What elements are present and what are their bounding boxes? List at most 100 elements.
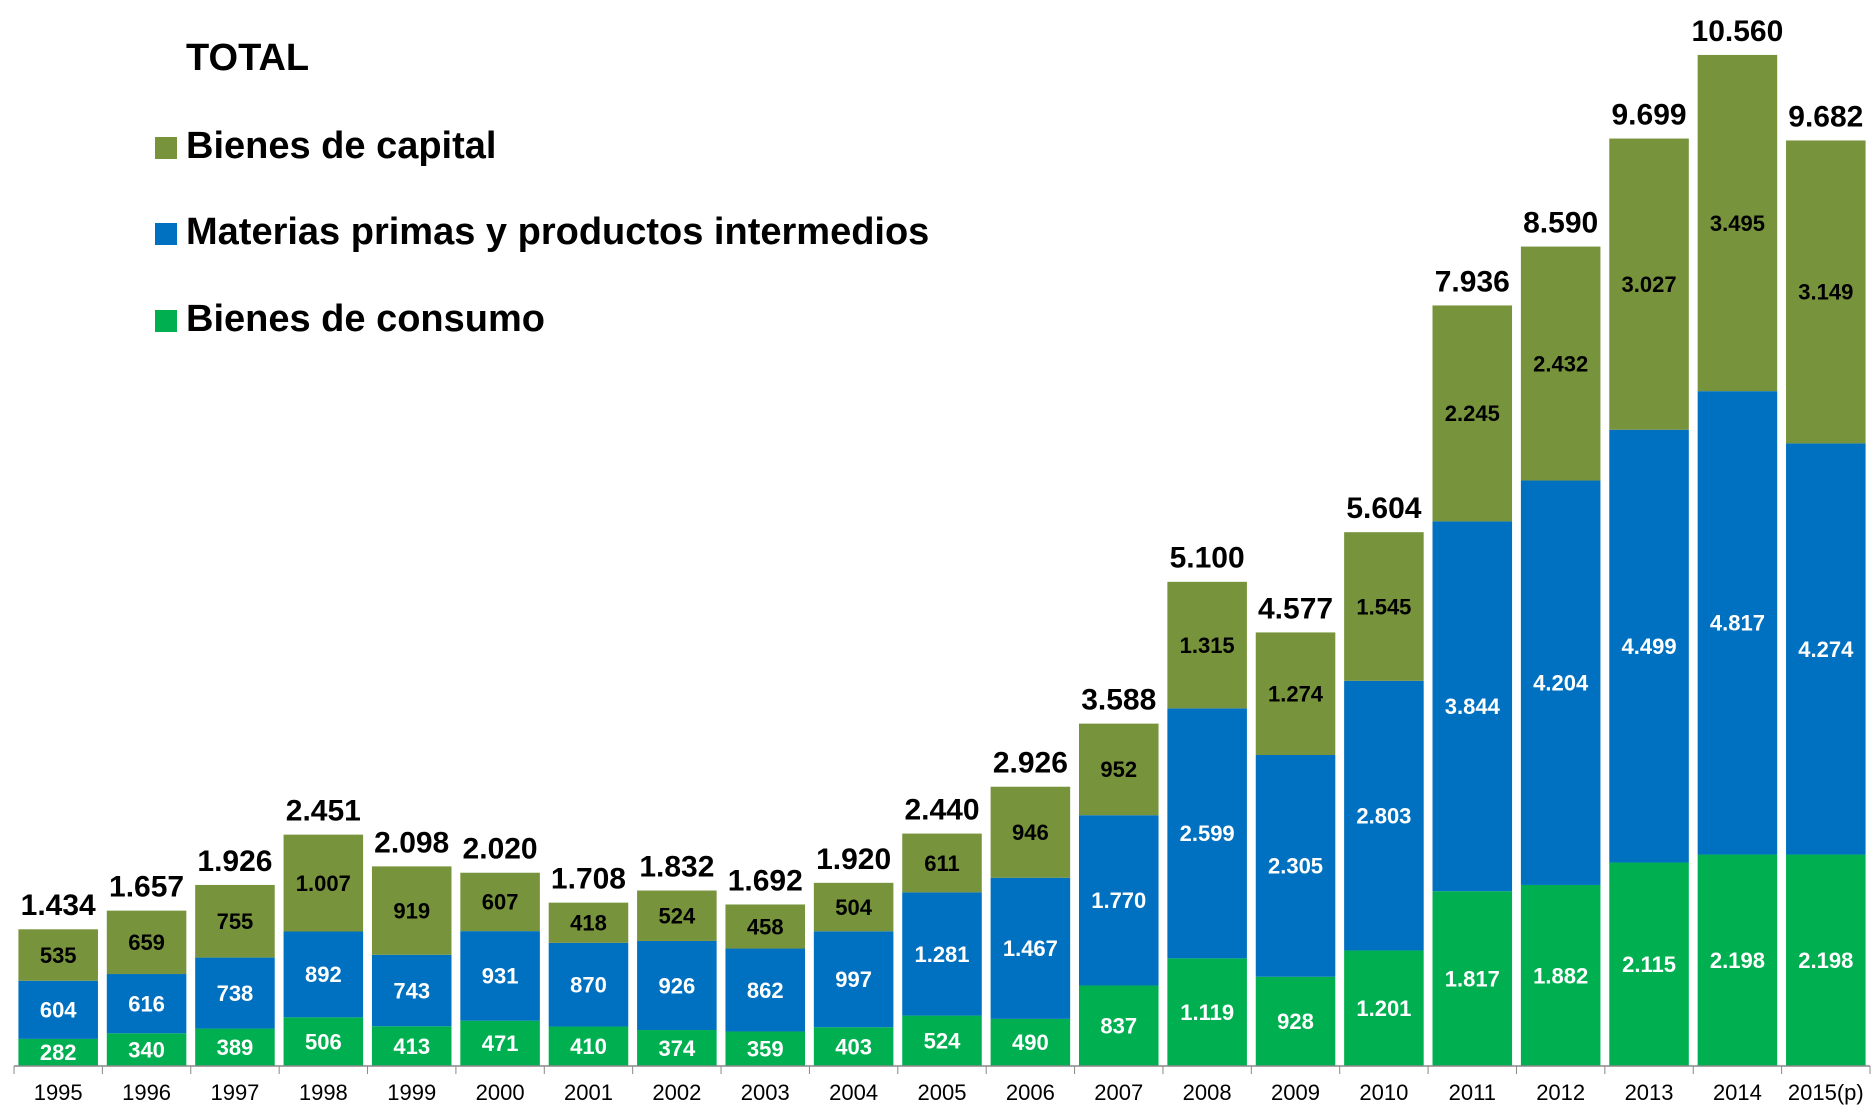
x-tick-label: 2001	[564, 1080, 613, 1105]
x-tick-label: 2004	[829, 1080, 878, 1105]
total-label: 4.577	[1258, 592, 1333, 625]
data-label: 524	[924, 1029, 961, 1054]
bar-segment	[1255, 632, 1336, 755]
bar-segment	[990, 1018, 1071, 1066]
data-label: 418	[570, 911, 607, 936]
bar-segment	[1167, 958, 1247, 1066]
total-label: 1.692	[728, 864, 803, 897]
bar-segment	[1432, 305, 1513, 522]
bar-segment	[813, 882, 894, 932]
data-label: 1.817	[1445, 966, 1500, 991]
data-label: 926	[658, 973, 695, 998]
bar-segment	[1344, 532, 1424, 681]
data-label: 997	[835, 967, 872, 992]
total-label: 3.588	[1081, 684, 1156, 717]
data-label: 607	[482, 890, 519, 915]
bar-segment	[902, 833, 982, 893]
total-label: 1.434	[21, 889, 96, 922]
data-label: 870	[570, 973, 607, 998]
total-label: 2.098	[374, 826, 449, 859]
bar-segment	[548, 1026, 629, 1066]
data-label: 506	[305, 1029, 342, 1054]
data-label: 2.432	[1533, 351, 1588, 376]
bar-segment	[1520, 246, 1601, 481]
bar-segment	[725, 1031, 806, 1066]
bar-segment	[1697, 854, 1778, 1066]
bar-segment	[283, 931, 364, 1018]
total-label: 5.100	[1170, 542, 1245, 575]
total-label: 2.440	[904, 794, 979, 827]
data-label: 1.281	[914, 942, 969, 967]
legend-swatch	[155, 310, 177, 332]
total-label: 1.926	[197, 845, 272, 878]
data-label: 1.315	[1180, 633, 1235, 658]
data-label: 1.274	[1268, 682, 1324, 707]
bar-segment	[637, 1030, 717, 1066]
bar-segment	[1786, 140, 1866, 444]
data-label: 4.274	[1798, 637, 1854, 662]
data-label: 837	[1100, 1014, 1137, 1039]
legend-swatch	[155, 223, 177, 245]
bar-segment	[460, 1020, 540, 1066]
bar-segment	[1520, 884, 1601, 1066]
data-label: 389	[217, 1035, 254, 1060]
total-label: 1.708	[551, 863, 626, 896]
data-label: 504	[835, 895, 872, 920]
bar-segment	[1167, 581, 1247, 709]
x-tick-label: 1996	[122, 1080, 171, 1105]
x-tick-label: 2007	[1094, 1080, 1143, 1105]
bar-segment	[106, 974, 187, 1034]
data-label: 604	[40, 998, 77, 1023]
bar-segment	[1167, 708, 1247, 959]
x-tick-label: 2009	[1271, 1080, 1320, 1105]
bar-segment	[283, 1017, 364, 1066]
bar-segment	[548, 902, 629, 943]
total-label: 8.590	[1523, 206, 1598, 239]
x-tick-label: 2002	[652, 1080, 701, 1105]
data-label: 413	[393, 1034, 430, 1059]
bar-segment	[725, 904, 806, 949]
x-tick-label: 1995	[34, 1080, 83, 1105]
data-label: 282	[40, 1040, 77, 1065]
bar-segment	[902, 1015, 982, 1066]
bar-segment	[548, 942, 629, 1027]
bar-segment	[813, 1027, 894, 1066]
bar-segment	[106, 1033, 187, 1066]
legend-label: Bienes de consumo	[186, 298, 545, 340]
data-label: 616	[128, 991, 165, 1016]
bar-segment	[1697, 391, 1778, 855]
data-label: 1.770	[1091, 888, 1146, 913]
x-tick-label: 1999	[387, 1080, 436, 1105]
total-label: 9.682	[1788, 100, 1863, 133]
bar-segment	[106, 910, 187, 975]
legend-title: TOTAL	[186, 37, 309, 79]
data-label: 3.149	[1798, 280, 1853, 305]
bar-segment	[1432, 891, 1513, 1066]
bar-segment	[1697, 54, 1778, 392]
bar-segment	[460, 872, 540, 932]
data-label: 1.882	[1533, 963, 1588, 988]
data-label: 2.599	[1180, 821, 1235, 846]
bar-segment	[637, 890, 717, 941]
bar-segment	[1609, 138, 1689, 430]
bar-segment	[1255, 976, 1336, 1066]
bar-segment	[371, 954, 452, 1027]
data-label: 2.803	[1356, 803, 1411, 828]
total-label: 2.020	[463, 833, 538, 866]
data-label: 3.027	[1622, 272, 1677, 297]
x-tick-label: 1998	[299, 1080, 348, 1105]
data-label: 1.119	[1180, 1000, 1234, 1025]
bar-segment	[1255, 754, 1336, 977]
bar-segment	[637, 940, 717, 1031]
legend-label: Materias primas y productos intermedios	[186, 211, 929, 253]
bar-segment	[283, 834, 364, 932]
data-label: 931	[482, 964, 519, 989]
x-tick-label: 2000	[476, 1080, 525, 1105]
bar-segment	[371, 866, 452, 955]
data-label: 524	[658, 904, 695, 929]
bar-segment	[1786, 854, 1866, 1066]
data-label: 4.499	[1622, 634, 1677, 659]
total-label: 10.560	[1692, 15, 1784, 48]
bar-segment	[1078, 723, 1159, 816]
